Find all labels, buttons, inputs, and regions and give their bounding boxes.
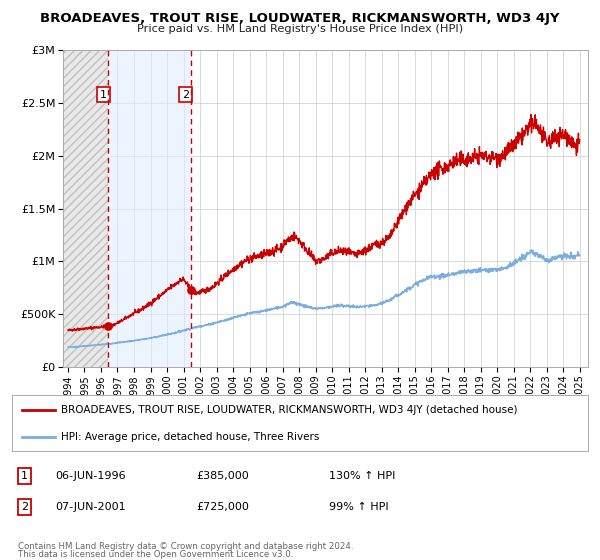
- Bar: [63, 50, 108, 367]
- Text: 2: 2: [182, 90, 190, 100]
- Text: 1: 1: [21, 471, 28, 480]
- Text: 07-JUN-2001: 07-JUN-2001: [55, 502, 126, 512]
- Text: 130% ↑ HPI: 130% ↑ HPI: [329, 471, 395, 480]
- Text: Price paid vs. HM Land Registry's House Price Index (HPI): Price paid vs. HM Land Registry's House …: [137, 24, 463, 34]
- Bar: [108, 50, 191, 367]
- Text: £725,000: £725,000: [196, 502, 249, 512]
- Point: [103, 321, 113, 330]
- Text: BROADEAVES, TROUT RISE, LOUDWATER, RICKMANSWORTH, WD3 4JY (detached house): BROADEAVES, TROUT RISE, LOUDWATER, RICKM…: [61, 405, 517, 416]
- Text: Contains HM Land Registry data © Crown copyright and database right 2024.: Contains HM Land Registry data © Crown c…: [18, 542, 353, 551]
- Text: This data is licensed under the Open Government Licence v3.0.: This data is licensed under the Open Gov…: [18, 550, 293, 559]
- Text: BROADEAVES, TROUT RISE, LOUDWATER, RICKMANSWORTH, WD3 4JY: BROADEAVES, TROUT RISE, LOUDWATER, RICKM…: [40, 12, 560, 25]
- Text: 1: 1: [100, 90, 107, 100]
- Text: 99% ↑ HPI: 99% ↑ HPI: [329, 502, 388, 512]
- Point: [186, 286, 196, 295]
- Text: £385,000: £385,000: [196, 471, 249, 480]
- Text: 06-JUN-1996: 06-JUN-1996: [55, 471, 126, 480]
- Text: 2: 2: [21, 502, 28, 512]
- Text: HPI: Average price, detached house, Three Rivers: HPI: Average price, detached house, Thre…: [61, 432, 319, 442]
